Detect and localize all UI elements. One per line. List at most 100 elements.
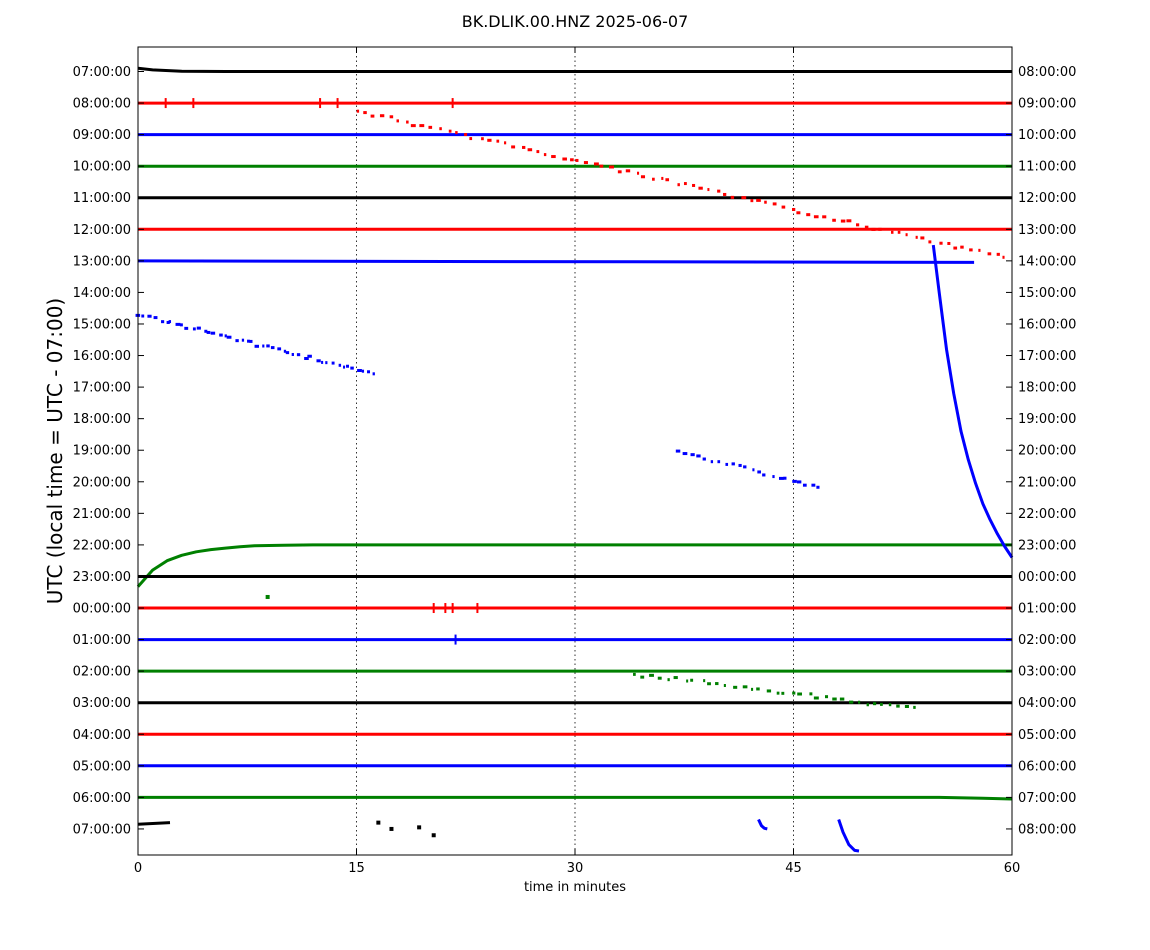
y-tick-label-left: 08:00:00 (73, 97, 131, 112)
scatter-dot (915, 235, 918, 239)
scatter-dot (419, 124, 425, 128)
scatter-dot (742, 685, 748, 689)
scatter-dot (153, 316, 158, 320)
y-tick-label-right: 04:00:00 (1018, 696, 1076, 711)
scatter-dot (702, 457, 706, 461)
trace-line (138, 795, 1013, 801)
traces-layer (135, 66, 1014, 853)
y-tick-label-right: 01:00:00 (1018, 602, 1076, 617)
scatter-dot (960, 245, 964, 249)
scatter-dot (730, 195, 735, 199)
scatter-dot (511, 145, 516, 149)
y-tick-label-right: 17:00:00 (1018, 349, 1076, 364)
scatter-dot (757, 470, 761, 474)
scatter-dot (283, 349, 287, 353)
y-tick-label-left: 07:00:00 (73, 65, 131, 80)
left-y-axis: 07:00:00 08:00:00 09:00:00 10:00:00 11:00:00… (73, 65, 144, 837)
scatter-dot (741, 196, 747, 200)
scatter-dot (372, 372, 375, 376)
scatter-dot (690, 453, 695, 457)
scatter-dot (226, 335, 232, 339)
trace-line (757, 818, 768, 831)
scatter-dot (696, 454, 701, 458)
scatter-dot (792, 691, 796, 695)
scatter-dot (304, 357, 309, 361)
scatter-dot (1002, 255, 1005, 259)
scatter-dot (396, 119, 399, 123)
y-tick-label-right: 11:00:00 (1018, 160, 1076, 175)
y-tick-label-right: 21:00:00 (1018, 475, 1076, 490)
y-tick-label-right: 23:00:00 (1018, 538, 1076, 553)
scatter-dot (939, 241, 943, 245)
y-tick-label-left: 17:00:00 (73, 381, 131, 396)
y-tick-label-left: 01:00:00 (73, 633, 131, 648)
scatter-dot (504, 141, 507, 145)
y-axis-label: UTC (local time = UTC - 07:00) (43, 298, 67, 604)
scatter-dot (849, 700, 854, 704)
y-tick-label-left: 22:00:00 (73, 538, 131, 553)
y-tick-label-right: 18:00:00 (1018, 381, 1076, 396)
trace-line (837, 819, 860, 853)
scatter-dot (996, 252, 1000, 256)
scatter-dot (379, 114, 385, 118)
scatter-dot (593, 162, 599, 166)
scatter-dot (361, 369, 365, 373)
scatter-dot (241, 338, 245, 342)
scatter-dot (363, 111, 367, 115)
scatter-dot (813, 215, 819, 219)
scatter-dot (781, 205, 786, 209)
scatter-dot (439, 127, 442, 131)
scatter-dot (796, 480, 802, 484)
scatter-dot (686, 679, 689, 683)
isolated-point (376, 820, 381, 825)
scatter-dot (816, 485, 820, 489)
isolated-point (417, 825, 422, 830)
scatter-dot (254, 344, 259, 348)
y-tick-label-left: 06:00:00 (73, 791, 131, 806)
scatter-dot (649, 673, 654, 677)
y-tick-label-right: 07:00:00 (1018, 791, 1076, 806)
trace-line (931, 244, 1014, 559)
scatter-dot (410, 124, 416, 128)
y-tick-label-right: 16:00:00 (1018, 317, 1076, 332)
scatter-dot (866, 703, 869, 707)
scatter-dot (904, 704, 909, 708)
x-axis-label: time in minutes (524, 880, 626, 895)
scatter-dot (307, 354, 312, 358)
x-axis: 0 15 30 45 60 (134, 47, 1020, 876)
scatter-dot (184, 326, 189, 330)
scatter-dot (487, 138, 492, 142)
y-tick-label-left: 19:00:00 (73, 444, 131, 459)
y-tick-label-left: 15:00:00 (73, 317, 131, 332)
y-tick-label-left: 04:00:00 (73, 728, 131, 743)
scatter-dot (270, 346, 275, 350)
scatter-dot (913, 705, 916, 709)
scatter-dot (406, 120, 409, 124)
scatter-dot (640, 175, 646, 179)
scatter-dot (346, 364, 349, 368)
scatter-dot (637, 171, 640, 175)
y-tick-label-left: 02:00:00 (73, 665, 131, 680)
y-tick-label-left: 20:00:00 (73, 475, 131, 490)
y-tick-label-right: 20:00:00 (1018, 444, 1076, 459)
y-tick-label-right: 02:00:00 (1018, 633, 1076, 648)
scatter-dot (723, 684, 726, 688)
scatter-dot (947, 241, 951, 245)
scatter-dot (389, 115, 394, 119)
scatter-dot (692, 183, 696, 187)
scatter-dot (599, 164, 604, 168)
scatter-dot (204, 329, 208, 333)
scatter-dot (858, 700, 861, 704)
scatter-dot (690, 678, 694, 682)
scatter-dot (751, 687, 754, 691)
scatter-dot (839, 697, 845, 701)
scatter-dot (809, 692, 813, 696)
scatter-dot (652, 177, 655, 181)
scatter-dot (698, 186, 703, 190)
scatter-dot (715, 682, 719, 686)
scatter-dot (235, 339, 239, 343)
scatter-dot (864, 225, 869, 229)
scatter-dot (247, 339, 250, 343)
scatter-dot (617, 170, 622, 174)
scatter-dot (331, 361, 335, 365)
